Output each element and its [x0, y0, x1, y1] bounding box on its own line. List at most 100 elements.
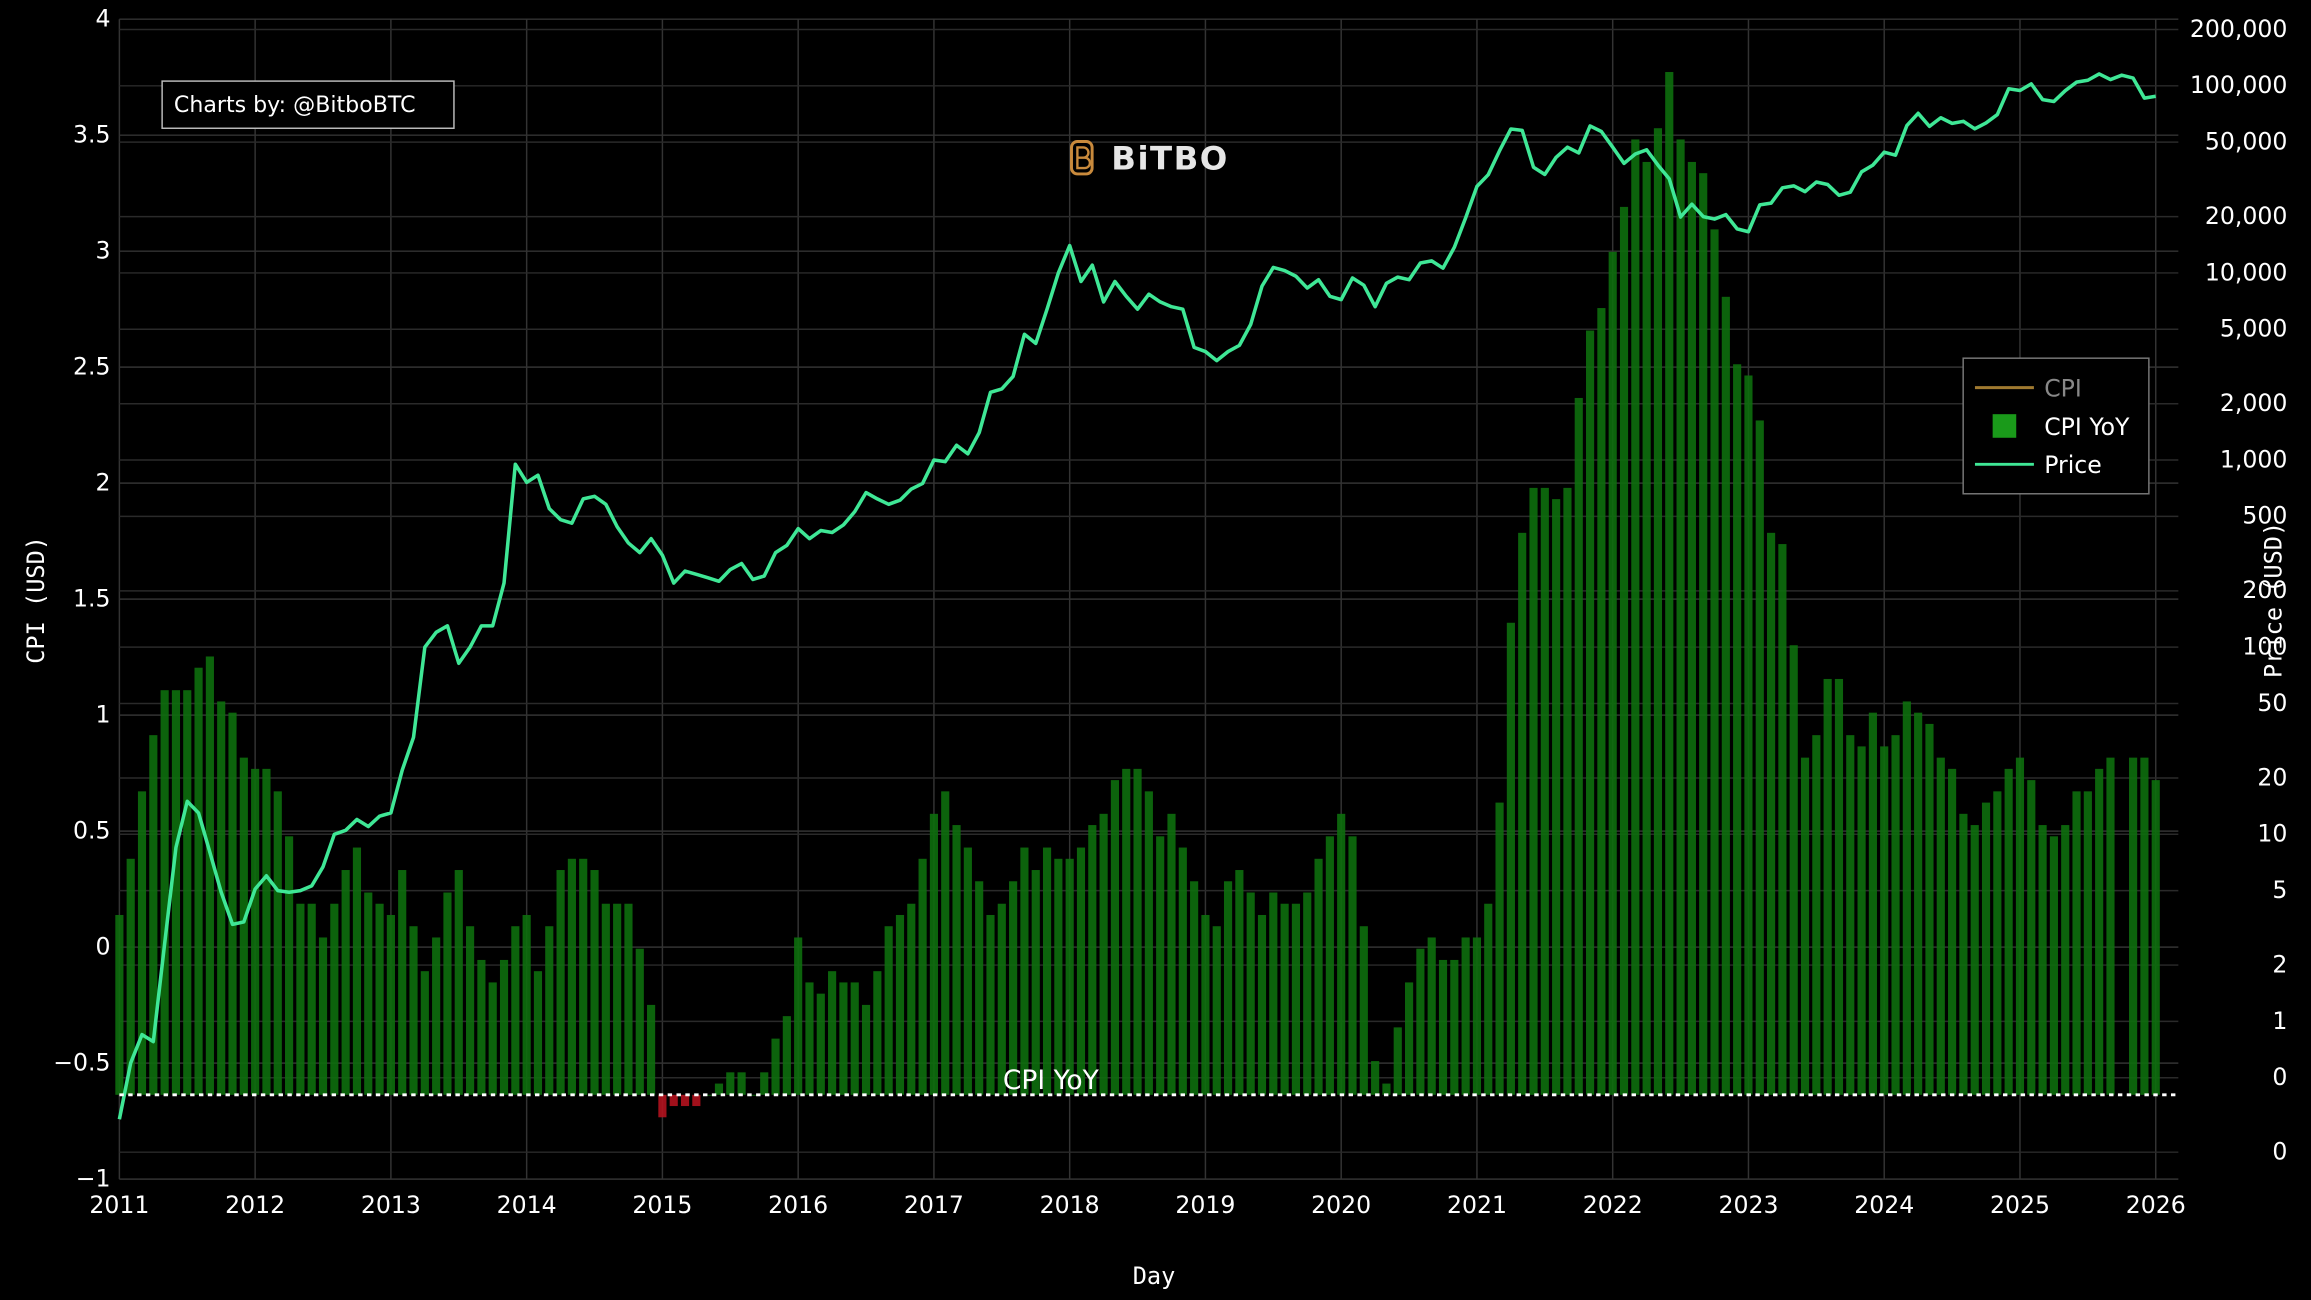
y2-tick-label: 500	[2242, 502, 2287, 530]
bar	[590, 870, 599, 1095]
bar	[680, 1094, 690, 1107]
bar	[1235, 870, 1244, 1095]
y2-tick-label: 200	[2242, 576, 2287, 604]
bar	[1303, 892, 1312, 1095]
y2-tick-label: 0	[2272, 1063, 2287, 1091]
bar	[2038, 825, 2047, 1095]
y2-tick-label: 200,000	[2190, 15, 2288, 43]
bar	[895, 914, 905, 1095]
bar	[861, 1004, 871, 1095]
bar	[1291, 903, 1301, 1095]
y2-tick-label: 20	[2257, 763, 2287, 791]
y-tick-label: −0.5	[53, 1048, 110, 1076]
x-tick-label: 2025	[1990, 1191, 2050, 1219]
bar	[1925, 723, 1934, 1095]
bar	[262, 768, 271, 1095]
bar	[251, 768, 260, 1095]
bar	[115, 914, 124, 1095]
reference-label: CPI YoY	[1003, 1065, 1100, 1096]
bar	[466, 926, 475, 1095]
bar	[658, 1094, 667, 1118]
bar	[2106, 757, 2115, 1095]
bar	[1269, 892, 1278, 1095]
x-tick-label: 2012	[225, 1191, 285, 1219]
bar	[1563, 487, 1572, 1095]
bar	[1042, 847, 1052, 1095]
x-tick-label: 2014	[497, 1191, 557, 1219]
y2-tick-label: 100	[2242, 633, 2287, 661]
y2-tick-label: 2,000	[2220, 389, 2288, 417]
bar	[1540, 487, 1549, 1095]
bar	[963, 847, 972, 1095]
y-tick-label: 0.5	[73, 817, 111, 845]
bar	[375, 903, 384, 1095]
bar	[398, 870, 407, 1095]
lines: CPI YoY	[117, 72, 2179, 1120]
legend-label[interactable]: CPI	[2044, 374, 2082, 402]
bar	[443, 892, 452, 1095]
bar	[1393, 1027, 1402, 1095]
x-tick-label: 2017	[904, 1191, 964, 1219]
bar	[1382, 1083, 1391, 1095]
bar	[556, 870, 565, 1095]
bar	[760, 1072, 769, 1095]
bar	[1110, 780, 1120, 1095]
legend-label[interactable]: Price	[2044, 451, 2102, 479]
bar	[1981, 802, 1991, 1095]
bar	[1371, 1061, 1380, 1095]
bar	[1880, 746, 1889, 1095]
y2-tick-label: 20,000	[2205, 202, 2288, 230]
bar	[1948, 768, 1957, 1095]
bar	[1144, 791, 1153, 1095]
bar	[1529, 487, 1538, 1095]
bar	[1325, 836, 1334, 1095]
legend-swatch[interactable]	[1992, 414, 2017, 438]
bar	[1586, 330, 1595, 1095]
legend-label[interactable]: CPI YoY	[2044, 413, 2130, 441]
bar	[975, 881, 984, 1095]
bar	[1936, 757, 1945, 1095]
bar	[1574, 397, 1583, 1095]
bar	[1450, 959, 1459, 1095]
logo-text: BiTBO	[1111, 140, 1229, 178]
y-tick-label: 2.5	[73, 353, 111, 381]
y2-tick-label: 0	[2272, 1138, 2287, 1166]
bar	[726, 1072, 735, 1095]
bar	[273, 791, 282, 1095]
bar	[771, 1038, 780, 1095]
bar	[1031, 870, 1040, 1095]
bar	[1359, 926, 1368, 1095]
bar	[1156, 836, 1165, 1095]
bar	[420, 971, 429, 1095]
bar	[1257, 914, 1267, 1095]
bar	[171, 690, 181, 1095]
bar	[1020, 847, 1029, 1095]
y-tick-label: 1	[96, 701, 111, 729]
y2-tick-label: 1	[2272, 1007, 2287, 1035]
bar	[1914, 712, 1923, 1095]
bar	[907, 903, 916, 1095]
bar	[1427, 937, 1436, 1095]
bar	[533, 971, 543, 1095]
x-tick-label: 2024	[1854, 1191, 1914, 1219]
bar	[635, 948, 644, 1095]
bar	[2015, 757, 2025, 1095]
bar	[941, 791, 950, 1095]
bar	[205, 656, 214, 1095]
x-tick-label: 2019	[1175, 1191, 1235, 1219]
bar	[2129, 757, 2138, 1095]
bar	[692, 1094, 701, 1107]
y2-tick-label: 50,000	[2205, 128, 2288, 156]
bar	[1687, 161, 1696, 1095]
bar	[1608, 251, 1617, 1095]
bar	[952, 825, 961, 1095]
bar	[1823, 678, 1832, 1095]
bar	[1518, 532, 1527, 1095]
x-axis-title: Day	[1133, 1262, 1176, 1290]
bar	[1834, 678, 1844, 1095]
y2-axis-title: Price (USD)	[2260, 522, 2288, 678]
x-tick-label: 2023	[1718, 1191, 1778, 1219]
x-tick-label: 2022	[1583, 1191, 1643, 1219]
bar	[1495, 802, 1504, 1095]
